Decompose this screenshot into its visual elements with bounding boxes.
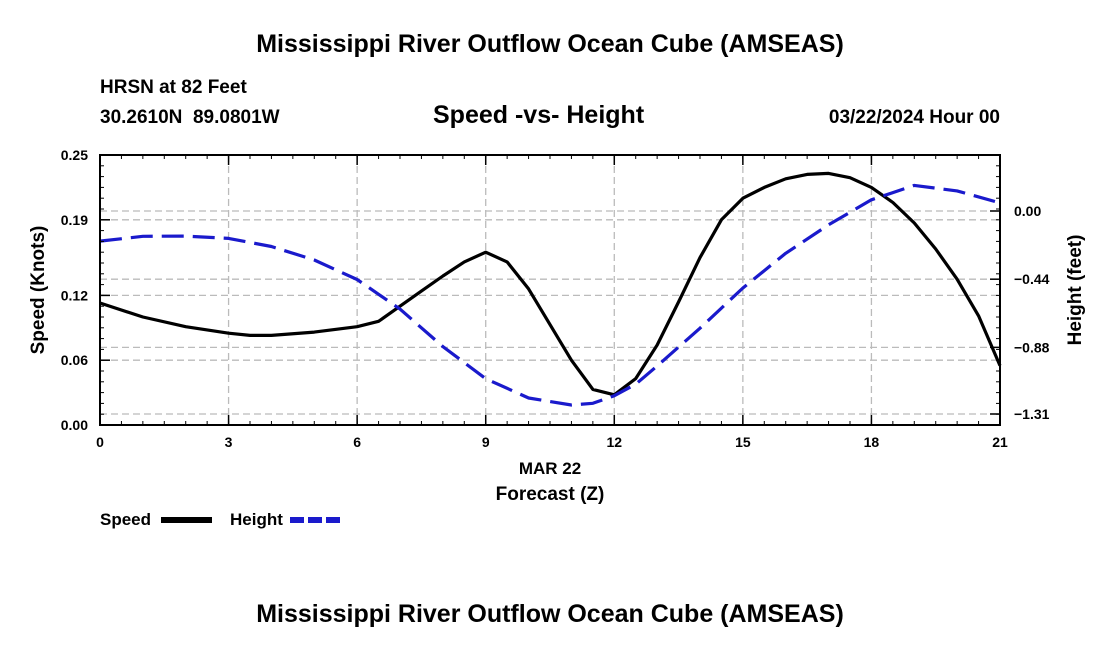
y2-tick-label: −0.88 xyxy=(1014,339,1050,355)
y2-tick-label: −1.31 xyxy=(1014,406,1050,422)
x-axis-label: Forecast (Z) xyxy=(496,484,605,505)
x-tick-label: 0 xyxy=(96,434,104,450)
y2-tick-label: −0.44 xyxy=(1014,271,1050,287)
x-tick-label: 12 xyxy=(606,434,622,450)
chart-axis-ticks xyxy=(99,154,1001,426)
x-tick-label: 15 xyxy=(735,434,751,450)
series-line-height xyxy=(99,183,1001,407)
x-tick-label: 6 xyxy=(353,434,361,450)
plot-area-frame xyxy=(99,154,1001,426)
coordinates-label: 30.2610N 89.0801W xyxy=(100,107,280,128)
chart-series-layer xyxy=(99,171,1002,407)
y2-tick-label: 0.00 xyxy=(1014,203,1041,219)
y-tick-label: 0.06 xyxy=(61,352,88,368)
y-tick-label: 0.25 xyxy=(61,147,88,163)
footer-repeat-title: Mississippi River Outflow Ocean Cube (AM… xyxy=(256,600,844,628)
y-tick-label: 0.12 xyxy=(61,287,88,303)
station-label: HRSN at 82 Feet xyxy=(100,77,247,98)
x-tick-label: 21 xyxy=(992,434,1008,450)
x-axis-date-label: MAR 22 xyxy=(519,459,581,478)
x-tick-label: 3 xyxy=(225,434,233,450)
x-tick-label: 18 xyxy=(864,434,880,450)
x-tick-label: 9 xyxy=(482,434,490,450)
legend-speed-label: Speed xyxy=(100,510,151,529)
chart-subtitle: Speed -vs- Height xyxy=(433,101,645,129)
y2-axis-label: Height (feet) xyxy=(1065,235,1086,346)
main-title: Mississippi River Outflow Ocean Cube (AM… xyxy=(256,30,844,58)
y-tick-label: 0.00 xyxy=(61,417,88,433)
legend-height-label: Height xyxy=(230,510,283,529)
chart-gridlines xyxy=(100,154,1000,425)
series-line-speed xyxy=(99,171,1002,397)
y-axis-label: Speed (Knots) xyxy=(28,226,49,355)
chart-legend: Speed Height xyxy=(100,510,342,529)
chart-tick-labels: 0 3 6 9 12 15 18 21 0.00 0.06 0.12 0.19 0.25 0.00 −0.4… xyxy=(61,147,1050,450)
y-tick-label: 0.19 xyxy=(61,212,88,228)
forecast-date-label: 03/22/2024 Hour 00 xyxy=(828,107,1000,128)
